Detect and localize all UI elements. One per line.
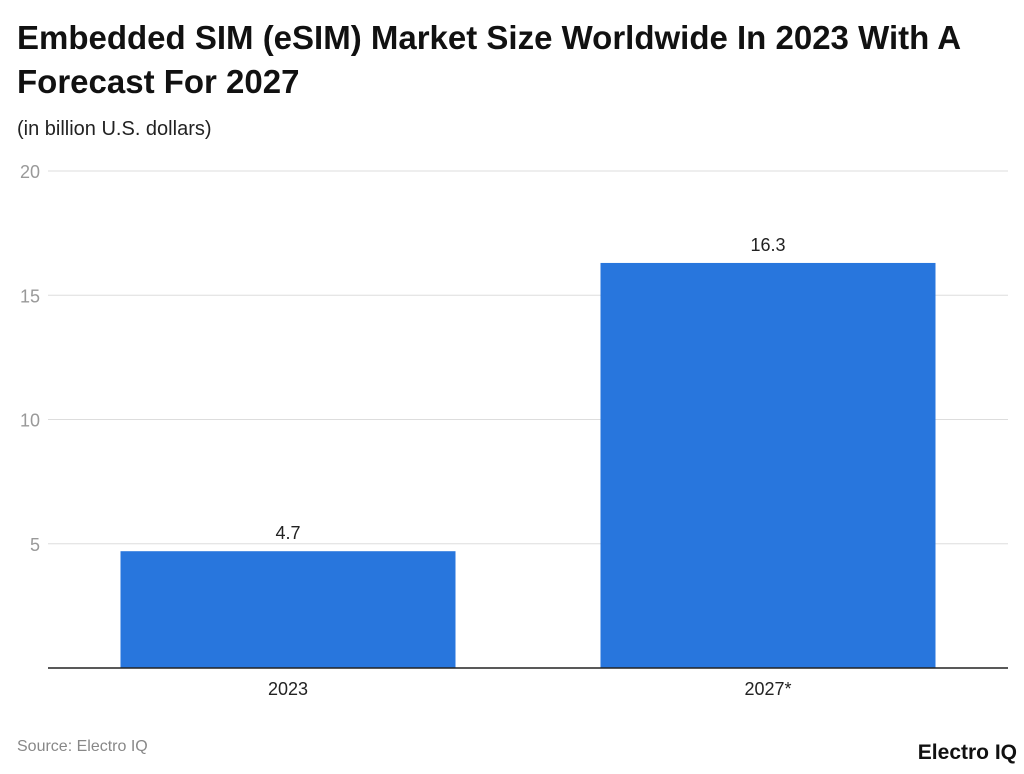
chart-title: Embedded SIM (eSIM) Market Size Worldwid… — [17, 19, 960, 100]
data-label: 16.3 — [750, 235, 785, 255]
y-tick-label: 10 — [20, 411, 40, 431]
y-tick-label: 20 — [20, 162, 40, 182]
y-tick-label: 5 — [30, 535, 40, 555]
brand-logo: Electro IQ — [917, 741, 1017, 764]
data-label: 4.7 — [275, 523, 300, 543]
y-tick-label: 15 — [20, 286, 40, 306]
x-tick-label: 2027* — [744, 679, 791, 699]
source-note: Source: Electro IQ — [17, 738, 148, 755]
bar — [120, 551, 456, 668]
bar — [600, 262, 936, 668]
chart-subtitle: (in billion U.S. dollars) — [17, 118, 212, 140]
x-tick-label: 2023 — [268, 679, 308, 699]
